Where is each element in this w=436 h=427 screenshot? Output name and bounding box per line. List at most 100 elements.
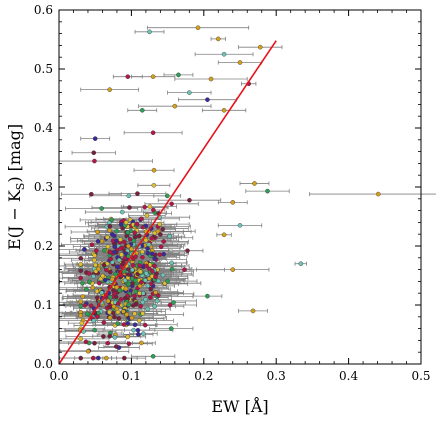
data-point: [158, 244, 164, 250]
data-point: [118, 237, 123, 242]
data-point: [120, 260, 126, 265]
data-point: [114, 238, 119, 243]
data-point: [125, 321, 131, 326]
data-point: [109, 217, 115, 223]
data-point: [78, 261, 84, 267]
data-point: [123, 286, 129, 292]
data-point: [130, 267, 135, 273]
fit-line: [58, 40, 277, 365]
data-point: [133, 278, 138, 283]
data-point: [92, 158, 97, 164]
data-point: [116, 257, 122, 263]
data-point: [99, 290, 105, 296]
data-point: [78, 299, 84, 304]
data-point: [151, 167, 157, 173]
data-point: [375, 191, 381, 197]
data-point: [137, 318, 142, 323]
data-point: [116, 301, 121, 306]
data-point: [161, 251, 166, 257]
data-point: [143, 271, 149, 276]
data-point: [113, 271, 118, 277]
data-point: [130, 263, 136, 268]
data-point: [252, 181, 257, 186]
data-point: [152, 303, 157, 309]
data-point: [146, 276, 152, 281]
data-point: [117, 288, 122, 293]
data-point: [132, 293, 137, 299]
data-point: [108, 256, 113, 262]
data-point: [157, 221, 162, 227]
data-point: [78, 355, 84, 361]
data-point: [250, 308, 256, 314]
x-tick-label: 0.2: [194, 369, 213, 383]
data-point: [112, 244, 118, 250]
data-point: [168, 326, 174, 331]
data-point: [79, 320, 85, 326]
data-point: [126, 272, 131, 277]
data-point: [126, 281, 132, 287]
data-point: [107, 333, 113, 339]
x-tick-label: 0.1: [122, 369, 141, 383]
data-point: [187, 197, 192, 203]
data-point: [169, 266, 175, 272]
data-point: [94, 248, 99, 253]
x-tick-label: 0.4: [339, 369, 358, 383]
data-point: [114, 344, 119, 349]
x-axis-title: EW [Å]: [211, 396, 268, 416]
data-point: [139, 216, 144, 222]
data-point: [107, 223, 113, 229]
data-point: [139, 108, 145, 113]
data-point: [140, 254, 145, 260]
data-point: [131, 327, 136, 333]
data-point: [104, 234, 110, 240]
data-point: [169, 201, 174, 207]
data-point: [138, 303, 143, 309]
y-tick-label: 0.4: [34, 121, 53, 135]
data-point: [172, 103, 178, 109]
data-point: [140, 291, 146, 296]
data-point: [105, 244, 111, 249]
data-point: [122, 278, 128, 283]
x-tick-label: 0.0: [49, 369, 68, 383]
data-point: [143, 237, 149, 243]
data-point: [134, 221, 140, 227]
x-tick-label: 0.3: [267, 369, 286, 383]
data-point: [139, 280, 144, 285]
data-point: [102, 277, 108, 283]
data-point: [91, 150, 97, 156]
data-point: [101, 320, 107, 325]
data-point: [129, 315, 135, 321]
data-point: [78, 313, 84, 318]
data-point: [140, 311, 145, 316]
data-point: [83, 287, 89, 292]
data-point: [78, 303, 84, 309]
data-point: [93, 262, 98, 268]
data-point: [94, 295, 100, 301]
data-point: [151, 183, 157, 188]
data-point: [107, 228, 112, 233]
data-point: [149, 236, 155, 241]
data-point: [257, 44, 263, 50]
data-point: [78, 256, 84, 261]
point-layer: [78, 25, 381, 361]
data-point: [92, 136, 98, 141]
y-tick-label: 0.5: [34, 62, 53, 76]
data-point: [137, 233, 142, 239]
data-point: [89, 191, 94, 197]
data-point: [153, 274, 158, 280]
data-point: [151, 207, 156, 213]
data-point: [158, 232, 163, 237]
data-point: [124, 312, 130, 317]
data-point: [145, 250, 150, 256]
data-point: [182, 267, 187, 273]
data-point: [138, 269, 143, 275]
data-point: [105, 340, 111, 346]
data-point: [114, 228, 120, 234]
data-point: [152, 263, 157, 269]
data-point: [107, 87, 112, 92]
data-point: [298, 261, 304, 267]
y-tick-label: 0.0: [34, 357, 53, 371]
data-point: [205, 97, 210, 102]
data-point: [112, 335, 118, 340]
